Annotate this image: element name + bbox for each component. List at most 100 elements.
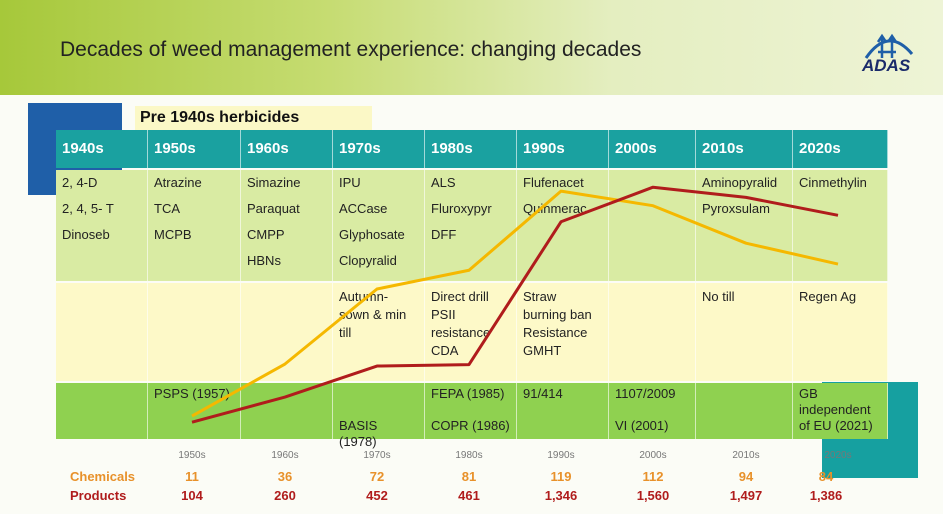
herbicides-item: Atrazine bbox=[154, 175, 202, 190]
practices-item: GMHT bbox=[523, 343, 562, 358]
regulation-cell: BASIS (1978) bbox=[333, 383, 425, 449]
practices-item: No till bbox=[702, 289, 735, 304]
decade-header: 1970s bbox=[333, 130, 425, 168]
herbicides-item: Cinmethylin bbox=[799, 175, 867, 190]
data-label: 1,346 bbox=[544, 488, 578, 503]
herbicides-item: Glyphosate bbox=[339, 227, 405, 242]
x-tick-label: 1960s bbox=[271, 450, 298, 461]
decade-header: 2000s bbox=[609, 130, 696, 168]
herbicides-item: MCPB bbox=[154, 227, 192, 242]
herbicides-item: Flufenacet bbox=[523, 175, 584, 190]
x-tick-label: 1970s bbox=[363, 450, 390, 461]
regulation-cell: 1107/2009 VI (2001) bbox=[609, 383, 696, 439]
practices-cell: No till bbox=[696, 283, 793, 381]
herbicides-item: HBNs bbox=[247, 253, 281, 268]
herbicides-item: 2, 4, 5- T bbox=[62, 201, 114, 216]
x-tick-label: 1950s bbox=[178, 450, 205, 461]
practices-cell: Straw burning ban Resistance GMHT bbox=[517, 283, 609, 381]
series-name: Chemicals bbox=[70, 469, 136, 484]
page-title: Decades of weed management experience: c… bbox=[60, 38, 642, 61]
decade-header-row: 1940s 1950s 1960s 1970s 1980s 1990s 2000s 2010s… bbox=[56, 130, 888, 168]
data-label: 84 bbox=[818, 469, 834, 484]
herbicides-item: 2, 4-D bbox=[62, 175, 98, 190]
regulation-cell bbox=[241, 383, 333, 439]
data-label: 104 bbox=[181, 488, 203, 503]
regulation-cell bbox=[56, 383, 148, 439]
herbicides-cell: Cinmethylin bbox=[793, 170, 888, 281]
herbicides-cell: Flufenacet Quinmerac bbox=[517, 170, 609, 281]
regulation-cell: FEPA (1985) COPR (1986) bbox=[425, 383, 517, 439]
herbicides-item: Pyroxsulam bbox=[702, 201, 770, 216]
decade-header: 1940s bbox=[56, 130, 148, 168]
herbicides-cell bbox=[609, 170, 696, 281]
practices-cell bbox=[609, 283, 696, 381]
herbicides-cell: Aminopyralid Pyroxsulam bbox=[696, 170, 793, 281]
data-label: 81 bbox=[461, 469, 477, 484]
herbicides-item: ACCase bbox=[339, 201, 388, 216]
products-line bbox=[191, 185, 839, 424]
regulation-cell bbox=[696, 383, 793, 439]
data-label: 260 bbox=[274, 488, 296, 503]
herbicides-item: ALS bbox=[431, 175, 456, 190]
data-label: 461 bbox=[458, 488, 480, 503]
herbicides-cell: 2, 4-D 2, 4, 5- T Dinoseb bbox=[56, 170, 148, 281]
regulation-item: FEPA (1985) bbox=[431, 386, 505, 401]
herbicides-item: CMPP bbox=[247, 227, 285, 242]
practices-item: Direct drill bbox=[431, 289, 489, 304]
header-band bbox=[0, 0, 943, 95]
decade-header: 1960s bbox=[241, 130, 333, 168]
herbicides-item: Paraquat bbox=[247, 201, 300, 216]
regulation-item: GB independent of EU (2021) bbox=[799, 386, 873, 433]
herbicides-cell: Atrazine TCA MCPB bbox=[148, 170, 241, 281]
data-label: 11 bbox=[185, 469, 199, 484]
data-label: 1,386 bbox=[809, 488, 843, 503]
practices-cell bbox=[148, 283, 241, 381]
logo-text: ADAS bbox=[862, 56, 911, 75]
practices-item: Autumn-sown & min till bbox=[339, 289, 407, 340]
data-label: 452 bbox=[366, 488, 388, 503]
regulation-cell: PSPS (1957) bbox=[148, 383, 241, 439]
practices-item: Resistance bbox=[523, 325, 588, 340]
practices-cell: Direct drill PSII resistance CDA bbox=[425, 283, 517, 381]
herbicides-item: IPU bbox=[339, 175, 361, 190]
practices-item: CDA bbox=[431, 343, 459, 358]
x-tick-label: 2010s bbox=[732, 450, 759, 461]
herbicides-item: Dinoseb bbox=[62, 227, 110, 242]
decade-header: 2010s bbox=[696, 130, 793, 168]
herbicides-cell: IPU ACCase Glyphosate Clopyralid bbox=[333, 170, 425, 281]
data-label: 1,497 bbox=[729, 488, 763, 503]
data-label: 72 bbox=[369, 469, 385, 484]
practices-cell: Autumn-sown & min till bbox=[333, 283, 425, 381]
decade-header: 1980s bbox=[425, 130, 517, 168]
regulation-row: PSPS (1957) BASIS (1978) FEPA (1985) COPR (… bbox=[56, 383, 888, 449]
herbicides-row: 2, 4-D 2, 4, 5- T Dinoseb Atrazine TCA MCPB Si… bbox=[56, 170, 888, 281]
series-name: Products bbox=[70, 488, 127, 503]
practices-item: Straw burning ban bbox=[523, 289, 592, 322]
regulation-cell: GB independent of EU (2021) bbox=[793, 383, 888, 439]
regulation-item: VI (2001) bbox=[615, 418, 669, 433]
practices-row: Autumn-sown & min till Direct drill PSII r… bbox=[56, 283, 888, 381]
x-tick-label: 2020s bbox=[824, 450, 851, 461]
data-label: 94 bbox=[738, 469, 754, 484]
herbicides-item: Simazine bbox=[247, 175, 301, 190]
data-label: 1,560 bbox=[636, 488, 670, 503]
practices-cell: Regen Ag bbox=[793, 283, 888, 381]
regulation-cell: 91/414 bbox=[517, 383, 609, 439]
decade-header: 2020s bbox=[793, 130, 888, 168]
practices-cell bbox=[56, 283, 148, 381]
herbicides-item: TCA bbox=[154, 201, 180, 216]
x-tick-label: 1990s bbox=[547, 450, 574, 461]
regulation-item: 1107/2009 bbox=[615, 386, 676, 401]
herbicides-item: Aminopyralid bbox=[702, 175, 778, 190]
data-label: 36 bbox=[277, 469, 293, 484]
herbicides-item: Quinmerac bbox=[523, 201, 587, 216]
data-label: 112 bbox=[642, 469, 664, 484]
decade-header: 1990s bbox=[517, 130, 609, 168]
herbicides-item: Fluroxypyr bbox=[431, 201, 492, 216]
regulation-item: COPR (1986) bbox=[431, 418, 510, 433]
herbicides-cell: ALS Fluroxypyr DFF bbox=[425, 170, 517, 281]
decade-header: 1950s bbox=[148, 130, 241, 168]
practices-item: Regen Ag bbox=[799, 289, 857, 304]
x-tick-label: 1980s bbox=[455, 450, 482, 461]
